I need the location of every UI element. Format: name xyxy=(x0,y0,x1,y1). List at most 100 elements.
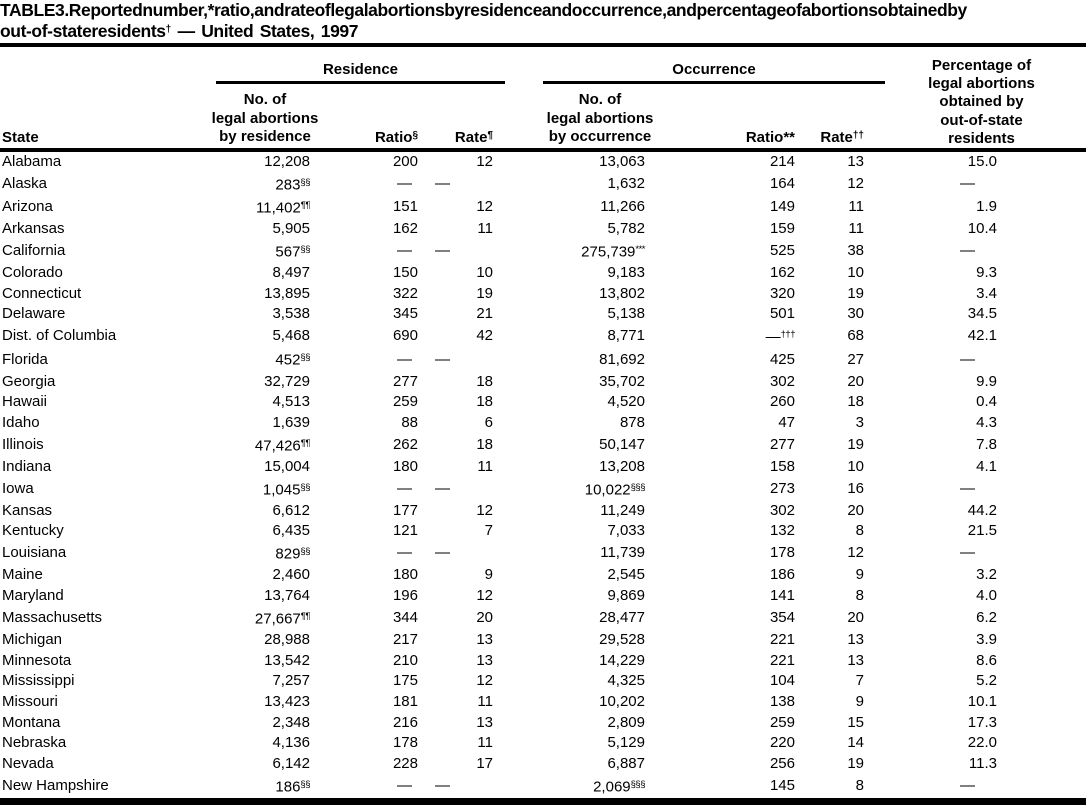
cell-res_ratio: 177 xyxy=(392,501,418,519)
cell-res_rate: 7 xyxy=(484,522,493,540)
cell-state: Georgia xyxy=(2,372,56,390)
cell-res_ratio: 178 xyxy=(392,734,418,752)
cell-occ_ratio: 159 xyxy=(769,220,795,238)
table-body: Alabama 12,208 200 12 13,063 214 13 15.0 Alaska 2… xyxy=(0,152,1086,798)
cell-res_ratio: 344 xyxy=(392,609,418,627)
cell-res_rate: 11 xyxy=(477,693,493,711)
cell-occ_ratio: —††† xyxy=(765,328,796,346)
cell-occ_rate: 13 xyxy=(847,153,864,170)
cell-res_ratio: 259 xyxy=(392,393,418,411)
row-spacer xyxy=(997,501,1086,522)
cell-res_no: 28,988 xyxy=(264,630,310,648)
cell-res_ratio: 322 xyxy=(392,284,418,302)
table-row: Connecticut 13,895 322 19 13,802 320 19 3.4 xyxy=(0,284,1086,305)
cell-res_ratio: 121 xyxy=(392,522,418,540)
cell-occ_rate: 20 xyxy=(847,609,864,627)
row-spacer xyxy=(997,263,1086,284)
cell-res_no: 6,142 xyxy=(272,755,310,773)
cell-pct: — xyxy=(960,777,975,795)
footnote-marker: ††† xyxy=(780,329,796,341)
table-row: Idaho 1,639 88 6 878 47 3 4.3 xyxy=(0,413,1086,434)
cell-pct: 3.2 xyxy=(976,566,997,584)
cell-occ_no: 11,249 xyxy=(600,501,645,519)
cell-state: New Hampshire xyxy=(2,777,109,795)
cell-occ_ratio: 186 xyxy=(769,566,795,584)
cell-state: Massachusetts xyxy=(2,609,103,627)
group-header-occurrence: Occurrence xyxy=(543,60,885,84)
cell-pct: — xyxy=(960,174,975,192)
table-row: Michigan 28,988 217 13 29,528 221 13 3.9 xyxy=(0,630,1086,651)
cell-state: Minnesota xyxy=(2,651,72,669)
bottom-rule xyxy=(0,798,1086,805)
row-spacer xyxy=(997,240,1086,263)
cell-res_rate: 42 xyxy=(476,327,493,345)
cell-occ_ratio: 501 xyxy=(769,305,795,323)
cell-res_rate: — xyxy=(435,777,450,795)
table-title-text-2b: — United States, 1997 xyxy=(171,21,359,41)
cell-res_no: 15,004 xyxy=(264,457,310,475)
cell-occ_rate: 19 xyxy=(847,755,864,773)
table-row: Montana 2,348 216 13 2,809 259 15 17.3 xyxy=(0,713,1086,734)
cell-res_ratio: 200 xyxy=(392,153,418,170)
cell-res_rate: 12 xyxy=(476,501,493,519)
cell-res_no: 6,435 xyxy=(272,522,310,540)
cell-res_ratio: 228 xyxy=(392,755,418,773)
cell-res_no: 11,402¶¶ xyxy=(256,199,311,217)
cell-occ_no: 28,477 xyxy=(599,609,645,627)
cell-pct: 4.3 xyxy=(976,413,997,431)
cell-occ_ratio: 221 xyxy=(769,630,795,648)
cell-state: Mississippi xyxy=(2,672,75,690)
cell-res_ratio: — xyxy=(397,777,412,795)
cell-state: California xyxy=(2,242,66,260)
cell-occ_no: 29,528 xyxy=(599,630,645,648)
header-rule xyxy=(0,148,1086,152)
table-row: Indiana 15,004 180 11 13,208 158 10 4.1 xyxy=(0,457,1086,478)
cell-occ_ratio: 302 xyxy=(769,501,795,519)
cell-occ_no: 8,771 xyxy=(607,327,645,345)
cell-state: Montana xyxy=(2,713,61,731)
group-header-residence-label: Residence xyxy=(322,61,399,78)
cell-res_ratio: 217 xyxy=(392,630,418,648)
column-header-percentage-out-of-state: Percentage of legal abortions obtained b… xyxy=(928,57,1035,147)
cell-res_rate: — xyxy=(435,544,450,562)
cell-occ_no: 81,692 xyxy=(599,350,645,368)
table-row: California 567§§ — — 275,739*** 525 38 — xyxy=(0,240,1086,263)
cell-occ_rate: 18 xyxy=(847,393,864,411)
cell-pct: 21.5 xyxy=(967,522,997,540)
table-row: Louisiana 829§§ — — 11,739 178 12 — xyxy=(0,542,1086,565)
cell-occ_no: 11,266 xyxy=(600,198,645,216)
cell-state: Connecticut xyxy=(2,284,82,302)
cell-res_no: 567§§ xyxy=(275,243,310,261)
row-spacer xyxy=(997,713,1086,734)
cell-res_ratio: 210 xyxy=(392,651,418,669)
cell-pct: 3.4 xyxy=(976,284,997,302)
cell-res_rate: 11 xyxy=(477,734,493,752)
table-row: Iowa 1,045§§ — — 10,022§§§ 273 16 — xyxy=(0,478,1086,501)
cell-res_ratio: — xyxy=(397,479,412,497)
row-spacer xyxy=(997,325,1086,348)
cell-pct: — xyxy=(960,350,975,368)
cell-res_no: 1,045§§ xyxy=(262,481,311,499)
cell-occ_rate: 16 xyxy=(847,479,864,497)
title-rule xyxy=(0,43,1086,47)
cell-occ_ratio: 104 xyxy=(769,672,795,690)
cell-pct: 9.3 xyxy=(976,264,997,282)
footnote-marker: ¶¶ xyxy=(300,199,311,211)
cell-pct: 44.2 xyxy=(967,501,997,519)
cell-res_ratio: 690 xyxy=(392,327,418,345)
cell-res_no: 829§§ xyxy=(275,545,310,563)
cell-occ_no: 50,147 xyxy=(599,435,645,453)
footnote-marker: §§ xyxy=(300,546,310,558)
cell-occ_ratio: 273 xyxy=(769,479,795,497)
cell-res_no: 3,538 xyxy=(272,305,310,323)
row-spacer xyxy=(997,348,1086,371)
cell-state: Dist. of Columbia xyxy=(2,327,117,345)
cell-state: Alaska xyxy=(2,174,48,192)
footnote-marker-double-dagger: †† xyxy=(852,130,864,141)
cell-res_rate: 18 xyxy=(476,435,493,453)
cell-pct: 10.1 xyxy=(967,693,997,711)
cell-state: Kansas xyxy=(2,501,53,519)
table-title-text-1: TABLE 3. Reported number,* ratio, and ra… xyxy=(0,0,967,20)
cell-state: Kentucky xyxy=(2,522,64,540)
